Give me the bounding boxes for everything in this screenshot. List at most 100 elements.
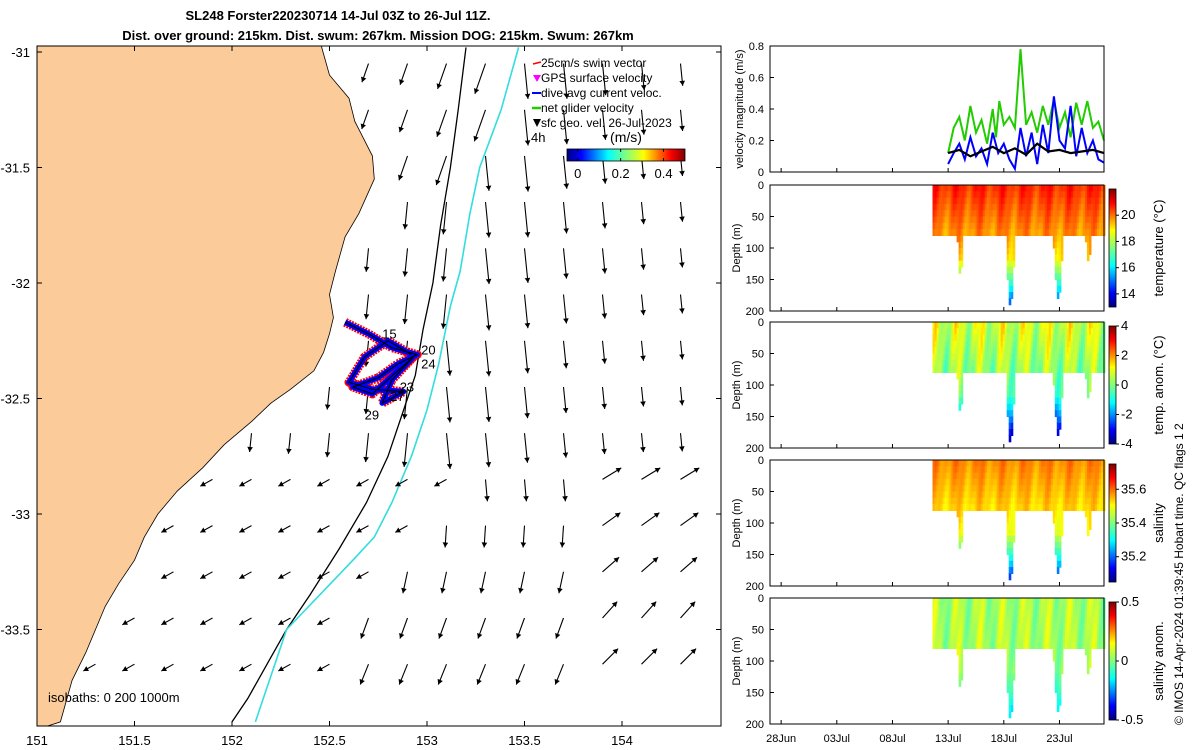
- heatmap-cell: [962, 222, 966, 230]
- heatmap-cell: [956, 610, 960, 618]
- heatmap-cell: [946, 340, 950, 348]
- heatmap-cell: [970, 466, 974, 474]
- heatmap-cell: [1064, 197, 1068, 205]
- heatmap-cell: [1054, 598, 1058, 605]
- heatmap-cell: [1084, 485, 1088, 493]
- heatmap-cell: [1082, 478, 1086, 486]
- heatmap-cell: [952, 610, 956, 618]
- heatmap-cell: [980, 222, 984, 230]
- heatmap-cell: [1050, 604, 1054, 612]
- heatmap-cell: [974, 191, 978, 199]
- heatmap-cell: [950, 203, 954, 211]
- heatmap-cell: [978, 328, 982, 336]
- heatmap-cell: [982, 623, 986, 631]
- heatmap-cell: [962, 191, 966, 199]
- temperature-colorbar-tick: 16: [1121, 260, 1135, 275]
- legend-geo-velocity: sfc geo. vel. 26-Jul-2023: [533, 116, 672, 130]
- heatmap-cell: [956, 491, 960, 499]
- heatmap-cell: [940, 478, 944, 486]
- heatmap-cell: [1076, 616, 1080, 624]
- heatmap-cell: [1008, 560, 1012, 568]
- heatmap-cell: [970, 340, 974, 348]
- heatmap-cell: [950, 334, 954, 342]
- heatmap-cell: [1040, 210, 1044, 218]
- geo-arrow: [523, 479, 529, 502]
- heatmap-cell: [972, 185, 976, 192]
- heatmap-cell: [1034, 478, 1038, 486]
- geo-arrow: [602, 467, 622, 480]
- heatmap-cell: [1018, 340, 1022, 348]
- heatmap-cell: [1038, 366, 1042, 373]
- heatmap-cell: [934, 191, 938, 199]
- heatmap-cell: [1032, 485, 1036, 493]
- heatmap-cell: [976, 485, 980, 493]
- heatmap-cell: [1046, 478, 1050, 486]
- heatmap-cell: [1090, 485, 1094, 493]
- heatmap-cell: [1050, 642, 1054, 649]
- heatmap-cell: [1012, 328, 1016, 336]
- heatmap-cell: [1054, 353, 1058, 361]
- heatmap-cell: [1090, 504, 1094, 511]
- heatmap-cell: [976, 185, 980, 192]
- heatmap-cell: [1056, 635, 1060, 643]
- heatmap-cell: [938, 222, 942, 230]
- heatmap-cell: [1058, 541, 1062, 549]
- heatmap-cell: [972, 497, 976, 505]
- heatmap-cell: [960, 604, 964, 612]
- heatmap-cell: [996, 216, 1000, 224]
- heatmap-cell: [1070, 478, 1074, 486]
- heatmap-cell: [980, 485, 984, 493]
- heatmap-cell: [1098, 216, 1102, 224]
- heatmap-cell: [1054, 197, 1058, 205]
- speed-colorbar-label: (m/s): [610, 129, 642, 145]
- heatmap-cell: [958, 491, 962, 499]
- heatmap-cell: [946, 604, 950, 612]
- heatmap-cell: [1008, 285, 1012, 293]
- heatmap-cell: [1046, 197, 1050, 205]
- heatmap-cell: [1028, 472, 1032, 480]
- heatmap-cell: [1056, 260, 1060, 268]
- heatmap-cell: [964, 216, 968, 224]
- heatmap-cell: [1038, 466, 1042, 474]
- heatmap-cell: [1016, 347, 1020, 355]
- heatmap-cell: [1088, 629, 1092, 637]
- heatmap-cell: [1024, 216, 1028, 224]
- heatmap-cell: [988, 460, 992, 467]
- heatmap-cell: [1018, 478, 1022, 486]
- heatmap-cell: [1000, 359, 1004, 367]
- heatmap-cell: [960, 340, 964, 348]
- heatmap-cell: [948, 598, 952, 605]
- heatmap-cell: [1006, 210, 1010, 218]
- heatmap-cell: [960, 478, 964, 486]
- heatmap-cell: [1046, 322, 1050, 329]
- heatmap-cell: [1078, 485, 1082, 493]
- heatmap-cell: [1066, 635, 1070, 643]
- heatmap-cell: [944, 485, 948, 493]
- heatmap-cell: [1064, 478, 1068, 486]
- heatmap-cell: [960, 254, 964, 262]
- heatmap-cell: [1034, 460, 1038, 467]
- heatmap-cell: [1028, 353, 1032, 361]
- heatmap-cell: [1012, 635, 1016, 643]
- heatmap-cell: [1040, 629, 1044, 637]
- heatmap-cell: [942, 485, 946, 493]
- heatmap-cell: [1036, 328, 1040, 336]
- heatmap-cell: [1086, 353, 1090, 361]
- heatmap-cell: [1004, 203, 1008, 211]
- heatmap-cell: [1084, 322, 1088, 329]
- heatmap-cell: [1092, 322, 1096, 329]
- heatmap-cell: [956, 466, 960, 474]
- heatmap-cell: [1050, 191, 1054, 199]
- heatmap-cell: [1062, 210, 1066, 218]
- heatmap-cell: [1030, 504, 1034, 511]
- heatmap-cell: [940, 347, 944, 355]
- heatmap-cell: [944, 642, 948, 649]
- heatmap-cell: [1058, 416, 1062, 424]
- geo-arrow: [399, 617, 409, 639]
- heatmap-cell: [1052, 485, 1056, 493]
- heatmap-cell: [942, 598, 946, 605]
- heatmap-cell: [1014, 347, 1018, 355]
- heatmap-cell: [962, 629, 966, 637]
- heatmap-cell: [1066, 478, 1070, 486]
- heatmap-cell: [1058, 560, 1062, 568]
